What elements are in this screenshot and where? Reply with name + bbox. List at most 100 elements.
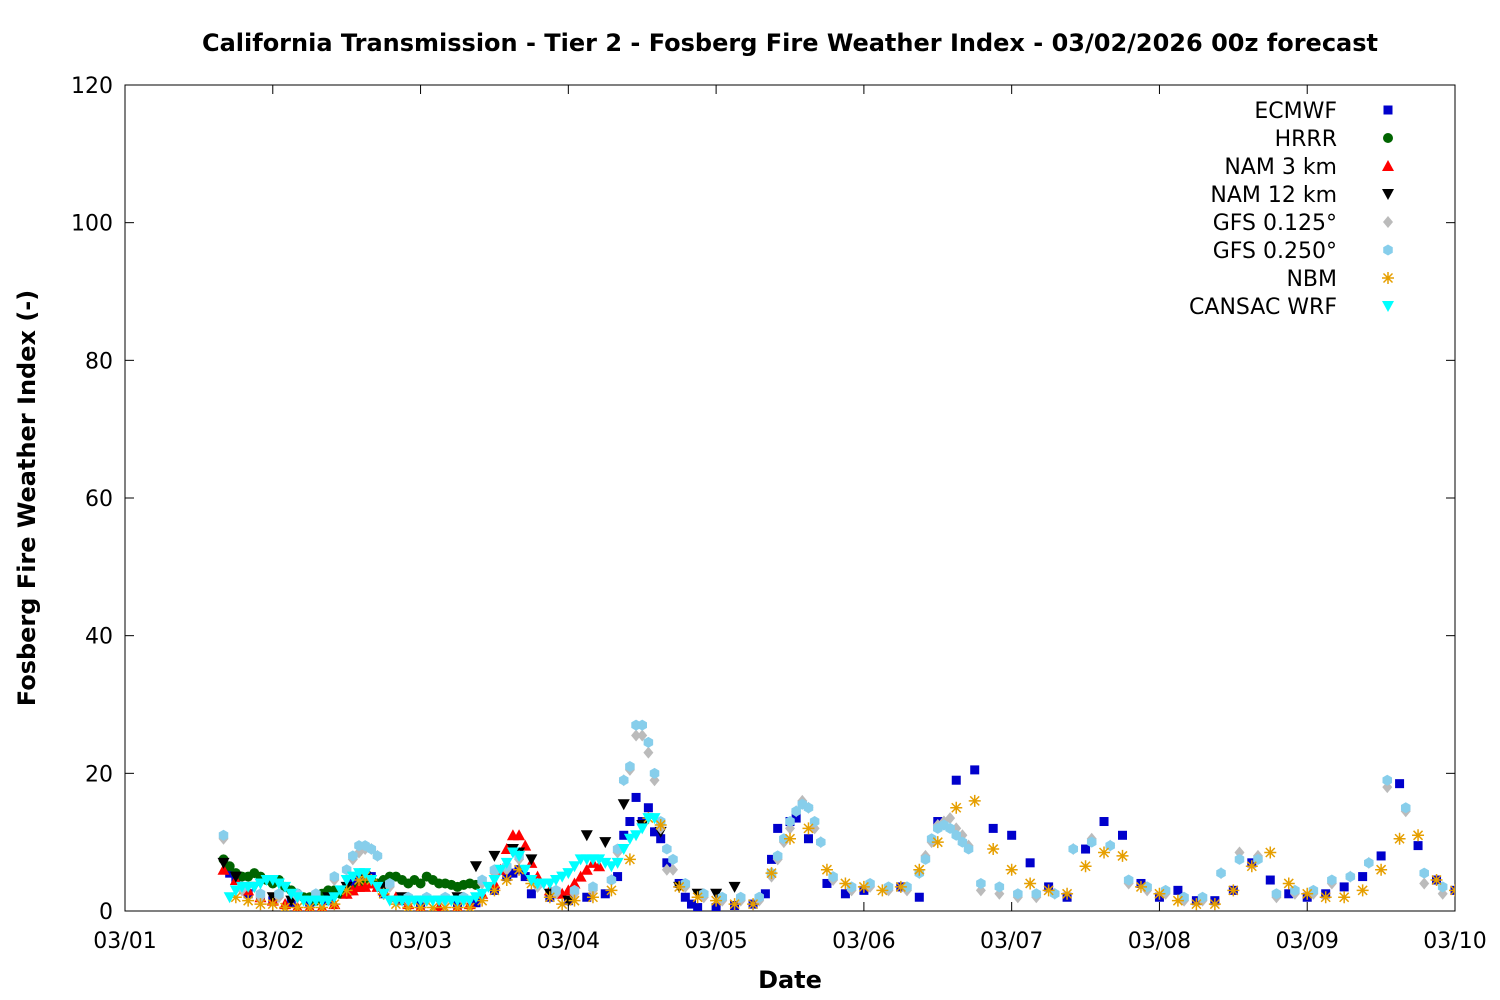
data-point bbox=[767, 854, 777, 864]
data-point bbox=[623, 833, 636, 845]
data-point bbox=[1430, 874, 1443, 887]
data-point bbox=[1395, 779, 1405, 789]
data-point bbox=[1118, 830, 1127, 840]
legend-marker bbox=[1382, 272, 1394, 284]
data-point bbox=[728, 881, 741, 893]
data-point bbox=[254, 878, 267, 890]
x-tick-label: 03/07 bbox=[980, 929, 1043, 954]
data-point bbox=[803, 802, 814, 814]
data-point bbox=[599, 837, 612, 849]
data-point bbox=[773, 823, 783, 833]
data-point bbox=[359, 868, 372, 880]
data-point bbox=[1282, 877, 1295, 890]
data-point bbox=[605, 861, 618, 873]
data-point bbox=[654, 818, 667, 831]
data-point bbox=[1079, 860, 1092, 873]
data-point bbox=[613, 872, 623, 882]
data-point bbox=[348, 850, 358, 862]
y-tick-label: 60 bbox=[85, 487, 113, 512]
data-point bbox=[649, 767, 660, 779]
x-tick-label: 03/04 bbox=[537, 929, 600, 954]
data-point bbox=[556, 898, 569, 911]
data-point bbox=[686, 899, 696, 909]
data-point bbox=[1061, 887, 1074, 900]
y-tick-label: 0 bbox=[99, 900, 113, 925]
data-point bbox=[710, 888, 723, 900]
data-point bbox=[803, 834, 813, 844]
data-point bbox=[747, 898, 760, 911]
data-point bbox=[784, 832, 796, 845]
plot-frame bbox=[124, 84, 1456, 912]
x-tick-label: 03/03 bbox=[389, 929, 452, 954]
legend-marker bbox=[1382, 160, 1394, 171]
x-tick-label: 03/08 bbox=[1128, 929, 1191, 954]
data-point bbox=[1153, 887, 1166, 900]
data-point bbox=[340, 884, 353, 897]
data-point bbox=[1301, 887, 1314, 900]
data-point bbox=[568, 861, 581, 873]
data-point bbox=[963, 843, 974, 855]
data-point bbox=[637, 729, 648, 742]
data-point bbox=[371, 881, 384, 893]
data-point bbox=[1173, 885, 1183, 895]
data-point bbox=[223, 892, 236, 904]
data-point bbox=[711, 903, 721, 911]
data-point bbox=[580, 863, 593, 875]
data-point bbox=[340, 875, 353, 887]
data-point bbox=[439, 901, 452, 911]
data-point bbox=[1031, 888, 1042, 900]
data-point bbox=[691, 891, 704, 904]
data-point bbox=[636, 823, 649, 835]
data-point bbox=[1007, 830, 1017, 840]
data-point bbox=[839, 877, 852, 890]
x-tick-label: 03/02 bbox=[241, 929, 304, 954]
data-point bbox=[414, 901, 427, 911]
data-point bbox=[303, 901, 316, 911]
data-point bbox=[242, 894, 255, 907]
data-point bbox=[582, 892, 592, 902]
data-point bbox=[1400, 802, 1411, 814]
data-point bbox=[328, 898, 341, 911]
data-point bbox=[488, 875, 501, 887]
data-point bbox=[630, 830, 643, 842]
data-point bbox=[994, 881, 1005, 893]
data-point bbox=[619, 830, 629, 840]
data-point bbox=[385, 877, 395, 889]
data-point bbox=[550, 875, 563, 887]
series-cansac-wrf bbox=[223, 813, 661, 907]
data-point bbox=[1134, 880, 1147, 893]
chart-title: California Transmission - Tier 2 - Fosbe… bbox=[202, 29, 1378, 57]
data-point bbox=[623, 853, 636, 866]
data-point bbox=[494, 864, 507, 876]
data-point bbox=[469, 861, 482, 873]
data-point bbox=[1338, 891, 1351, 904]
data-point bbox=[1245, 860, 1258, 873]
data-point bbox=[568, 877, 581, 889]
data-point bbox=[543, 891, 556, 904]
data-point bbox=[500, 857, 513, 869]
data-point bbox=[950, 801, 963, 814]
data-point bbox=[791, 813, 801, 823]
data-point bbox=[266, 875, 279, 887]
legend-label: GFS 0.125° bbox=[1213, 211, 1337, 236]
data-point bbox=[513, 863, 526, 876]
data-point bbox=[556, 871, 569, 883]
x-axis-label: Date bbox=[758, 966, 822, 994]
data-point bbox=[229, 871, 242, 883]
data-point bbox=[513, 850, 526, 862]
data-point bbox=[945, 812, 956, 825]
data-point bbox=[1068, 843, 1078, 855]
data-point bbox=[500, 874, 513, 887]
data-point bbox=[574, 870, 587, 882]
data-point bbox=[346, 871, 359, 883]
data-point bbox=[272, 878, 285, 890]
data-point bbox=[617, 799, 630, 811]
data-point bbox=[857, 880, 870, 893]
data-point bbox=[931, 836, 944, 849]
legend-label: HRRR bbox=[1275, 127, 1337, 152]
data-point bbox=[765, 867, 778, 880]
data-point bbox=[643, 736, 654, 748]
data-point bbox=[693, 903, 703, 911]
x-tick-label: 03/09 bbox=[1276, 929, 1339, 954]
